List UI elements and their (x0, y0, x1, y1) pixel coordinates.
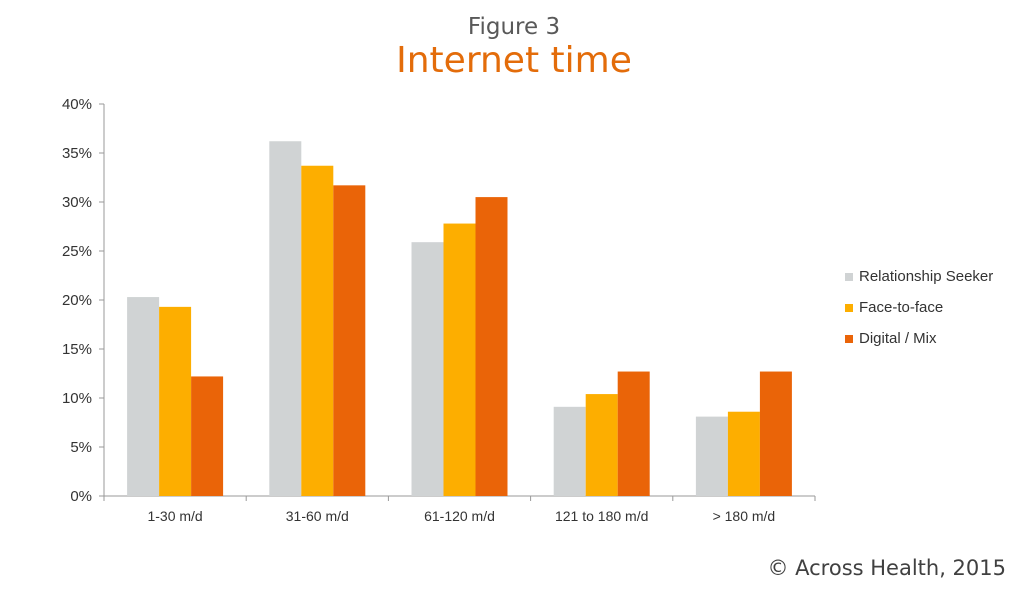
x-tick-label: 121 to 180 m/d (555, 508, 648, 524)
bar (759, 371, 792, 496)
bar (269, 141, 302, 497)
y-tick-label: 40% (62, 96, 92, 113)
legend-label: Relationship Seeker (859, 268, 994, 285)
x-tick-label: 31-60 m/d (286, 508, 349, 524)
bar (191, 376, 224, 496)
x-tick-label: 1-30 m/d (147, 508, 202, 524)
bar (475, 197, 508, 496)
legend-item-relationship-seeker: Relationship Seeker (845, 266, 993, 287)
y-tick-label: 15% (62, 341, 92, 358)
bar (159, 306, 192, 496)
y-tick-label: 25% (62, 243, 92, 260)
y-tick-label: 5% (70, 439, 92, 456)
bar (695, 416, 728, 496)
bar (127, 297, 160, 496)
y-tick-label: 0% (70, 488, 92, 505)
bar (553, 406, 586, 496)
y-tick-label: 30% (62, 194, 92, 211)
legend-label: Digital / Mix (859, 330, 937, 347)
legend-swatch (845, 303, 853, 312)
legend: Relationship Seeker Face-to-face Digital… (845, 266, 993, 359)
bar (411, 242, 444, 496)
y-tick-label: 35% (62, 145, 92, 162)
bar (443, 223, 476, 496)
bar (585, 394, 618, 496)
bar (333, 185, 366, 496)
x-tick-label: 61-120 m/d (424, 508, 495, 524)
x-tick-label: > 180 m/d (713, 508, 776, 524)
bar (301, 165, 334, 497)
bar (727, 411, 760, 496)
bar (617, 371, 650, 496)
legend-swatch (845, 272, 853, 281)
legend-swatch (845, 334, 853, 343)
legend-item-face-to-face: Face-to-face (845, 297, 993, 318)
y-tick-label: 20% (62, 292, 92, 309)
legend-label: Face-to-face (859, 299, 944, 316)
copyright-footer: © Across Health, 2015 (767, 556, 1006, 580)
y-tick-label: 10% (62, 390, 92, 407)
legend-item-digital-mix: Digital / Mix (845, 328, 993, 349)
figure-label: Figure 3 (467, 14, 561, 40)
chart-title: Internet time (396, 40, 632, 81)
